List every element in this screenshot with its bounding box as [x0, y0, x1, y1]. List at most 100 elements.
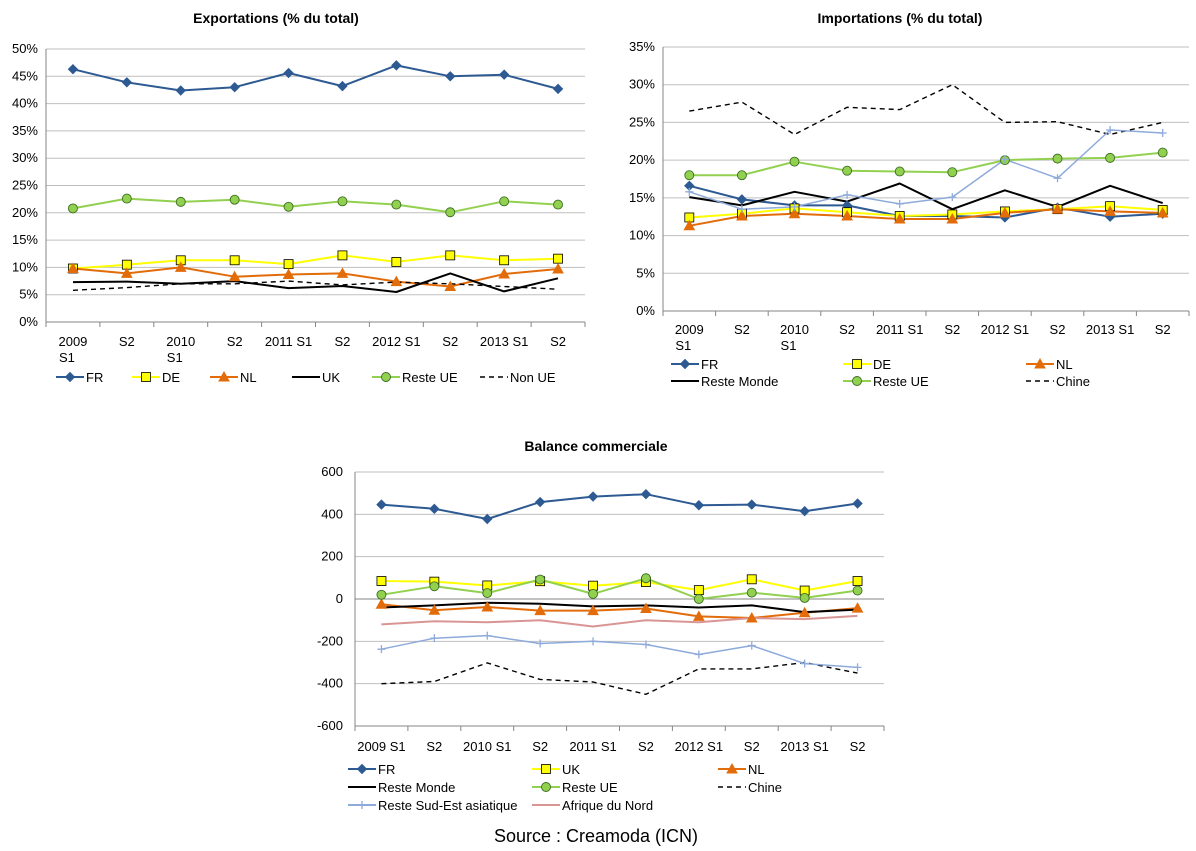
y-tick-label: -200 [317, 633, 343, 648]
data-point-reste-ue [693, 594, 704, 604]
data-point-reste-ue [588, 588, 598, 599]
data-point-nl [174, 261, 187, 272]
data-point-fr [391, 60, 402, 71]
x-tick-label: 2012 S1 [372, 334, 420, 349]
data-point-reste-ue [337, 196, 348, 207]
legend-item-chine: Chine [1026, 374, 1090, 389]
legend-label: Afrique du Nord [562, 798, 653, 813]
x-tick-label: S2 [334, 334, 350, 349]
data-point-reste-ue [684, 170, 695, 181]
legend-item-fr: FR [56, 370, 103, 385]
legend-item-reste-monde: Reste Monde [671, 374, 778, 389]
data-point-nl [736, 209, 748, 221]
x-tick-label: 2010 S1 [463, 739, 511, 754]
legend-label: Reste UE [873, 374, 929, 389]
source-note: Source : Creamoda (ICN) [494, 826, 698, 846]
data-point-nl [282, 268, 295, 279]
data-point-nl [390, 275, 403, 287]
series-line-de [72, 254, 559, 270]
data-point-de [499, 255, 510, 266]
legend-label: Chine [1056, 374, 1090, 389]
data-point-reste-ue [894, 166, 905, 177]
x-tick-label: S2 [734, 322, 750, 337]
data-point-reste-ue [376, 589, 387, 600]
legend-item-de: DE [132, 370, 180, 385]
legend-label: DE [873, 357, 891, 372]
data-point-nl [498, 267, 510, 279]
legend-item-reste-monde: Reste Monde [348, 780, 455, 795]
y-tick-label: 30% [629, 77, 655, 92]
y-tick-label: 200 [321, 549, 343, 564]
data-point-unlabeled [843, 190, 852, 199]
x-tick-label: 2011 S1 [265, 334, 312, 349]
y-tick-label: 5% [636, 265, 655, 280]
data-point-fr [429, 503, 440, 515]
legend-label: NL [240, 370, 257, 385]
x-tick-label: S2 [839, 322, 855, 337]
x-tick-label: 2011 S1 [876, 322, 923, 337]
legend-item-uk: UK [532, 762, 580, 777]
data-point-unlabeled [1106, 125, 1115, 134]
data-point-nl [999, 206, 1011, 218]
legend-item-reste-ue: Reste UE [843, 374, 929, 389]
y-tick-label: 0% [636, 303, 655, 318]
data-point-unlabeled [948, 193, 957, 202]
y-tick-label: 25% [629, 114, 655, 129]
legend-label: Reste Monde [701, 374, 778, 389]
y-tick-label: 40% [12, 96, 38, 111]
x-tick-label: S2 [1155, 322, 1171, 337]
legend-item-reste-ue: Reste UE [532, 780, 618, 795]
legend-label: Reste Monde [378, 780, 455, 795]
legend-label: UK [562, 762, 580, 777]
data-point-reste-sud-est-asiatique [483, 631, 492, 640]
data-point-reste-ue [283, 201, 294, 212]
data-point-fr [852, 498, 863, 509]
data-point-unlabeled [895, 199, 904, 208]
x-tick-label: S2 [442, 334, 458, 349]
legend-item-nl: NL [210, 370, 257, 385]
data-point-de [553, 253, 563, 264]
series-line-nl [72, 266, 559, 288]
legend-item-uk: UK [292, 370, 340, 385]
data-point-reste-sud-est-asiatique [747, 641, 756, 650]
y-tick-label: 400 [321, 506, 343, 521]
data-point-nl [683, 219, 696, 231]
data-point-nl [851, 602, 864, 613]
data-point-unlabeled [1000, 155, 1009, 164]
x-tick-label: S2 [532, 739, 548, 754]
data-point-unlabeled [737, 205, 746, 214]
legend-item-de: DE [843, 357, 891, 372]
y-tick-label: 600 [321, 464, 343, 479]
data-point-reste-ue [1105, 152, 1116, 163]
data-point-nl [228, 270, 241, 282]
legend-item-chine: Chine [718, 780, 782, 795]
data-point-de [229, 255, 240, 266]
data-point-fr [693, 500, 705, 511]
data-point-unlabeled [685, 187, 694, 196]
legend-label: Reste Sud-Est asiatique [378, 798, 517, 813]
data-point-fr [376, 499, 387, 510]
x-tick-label: 2012 S1 [675, 739, 723, 754]
data-point-unlabeled [1053, 174, 1062, 183]
data-point-reste-ue [482, 588, 493, 599]
series-line-unlabeled [689, 129, 1163, 210]
data-point-fr [534, 496, 546, 508]
exports-chart-title: Exportations (% du total) [193, 10, 359, 26]
series-line-reste-monde [689, 182, 1164, 211]
y-tick-label: 35% [629, 39, 655, 54]
data-point-reste-sud-est-asiatique [377, 645, 386, 654]
data-point-reste-ue [736, 170, 747, 181]
x-tick-label: S2 [550, 334, 566, 349]
data-point-fr [482, 513, 493, 525]
data-point-fr [498, 69, 510, 80]
data-point-nl [67, 262, 79, 273]
series-line-reste-sud-est-asiatique [381, 634, 858, 669]
data-point-nl [428, 604, 441, 615]
data-point-nl [1034, 357, 1046, 369]
legend-label: NL [748, 762, 765, 777]
data-point-fr [640, 489, 652, 500]
data-point-reste-ue [175, 196, 186, 207]
series-line-afrique-du-nord [381, 614, 858, 628]
series-line-de [689, 205, 1163, 219]
series-line-nl [689, 208, 1163, 227]
